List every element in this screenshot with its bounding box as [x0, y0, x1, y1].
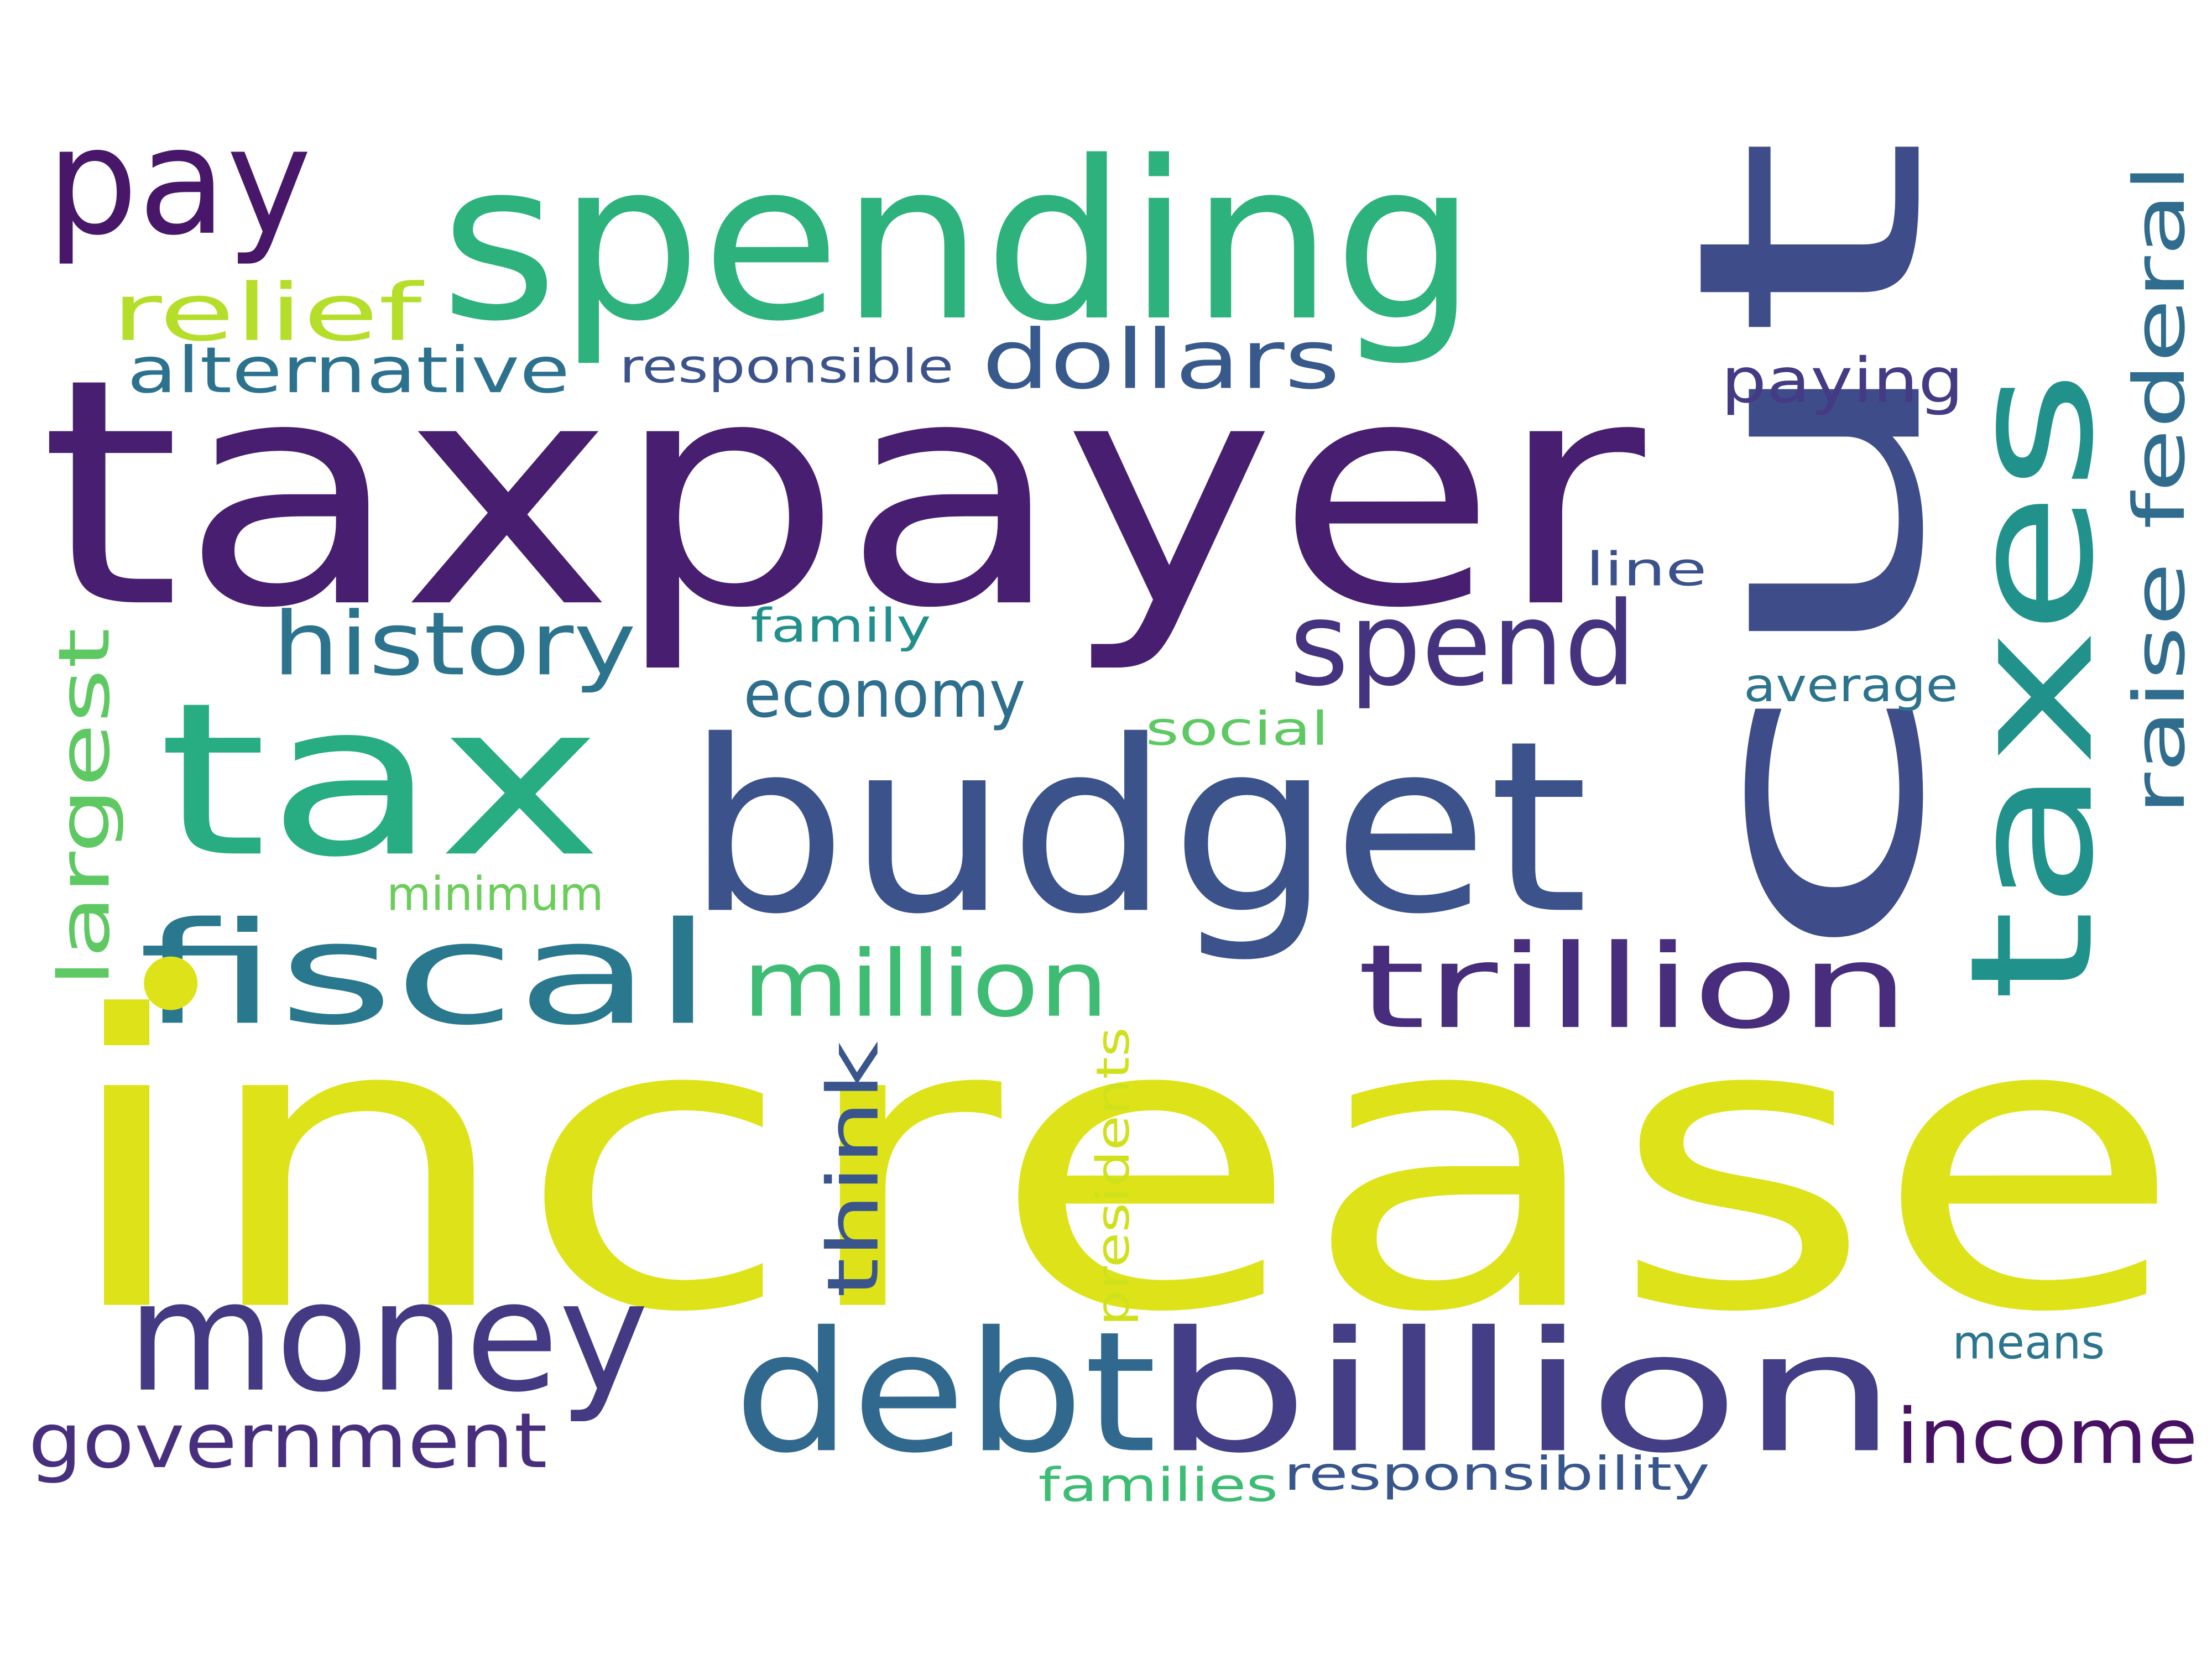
word-responsibility: responsibility — [1284, 1447, 1709, 1501]
word-economy: economy — [743, 656, 1025, 732]
word-pay: pay — [46, 96, 312, 268]
word-increase: increase — [56, 932, 2184, 1400]
word-taxes: taxes — [1934, 369, 2131, 1001]
word-alternative: alternative — [127, 333, 570, 408]
word-average: average — [1744, 658, 1958, 712]
word-tax: tax — [158, 658, 603, 904]
word-means: means — [1953, 1316, 2105, 1370]
word-paying: paying — [1721, 345, 1964, 417]
word-minimum: minimum — [387, 867, 604, 921]
word-taxpayer: taxpayer — [39, 311, 1648, 676]
word-responsible: responsible — [619, 339, 954, 393]
word-dollars: dollars — [982, 312, 1340, 408]
dot-mark — [144, 956, 198, 1010]
word-relief: relief — [112, 267, 425, 359]
word-cut: cut — [1631, 134, 1992, 966]
word-history: history — [272, 593, 636, 695]
word-fiscal: fiscal — [138, 892, 714, 1056]
word-trillion: trillion — [1357, 920, 1910, 1055]
word-budget: budget — [686, 690, 1589, 966]
word-debt: debt — [734, 1296, 1157, 1489]
word-spending: spending — [440, 115, 1477, 369]
word-government: government — [28, 1397, 547, 1485]
word-social: social — [1145, 702, 1329, 756]
word-line: line — [1585, 542, 1707, 597]
word-presidents: presidents — [1087, 1027, 1140, 1326]
word-billion: billion — [1151, 1296, 1899, 1489]
word-million: million — [742, 931, 1109, 1038]
word-largest: largest — [44, 628, 126, 988]
word-families: families — [1039, 1458, 1279, 1512]
word-think: think — [813, 1041, 895, 1297]
word-income: income — [1896, 1392, 2198, 1481]
word-family: family — [750, 599, 931, 653]
word-spend: spend — [1290, 577, 1637, 712]
word-raise-federal: raise federal — [2119, 164, 2201, 816]
word-money: money — [127, 1248, 649, 1426]
